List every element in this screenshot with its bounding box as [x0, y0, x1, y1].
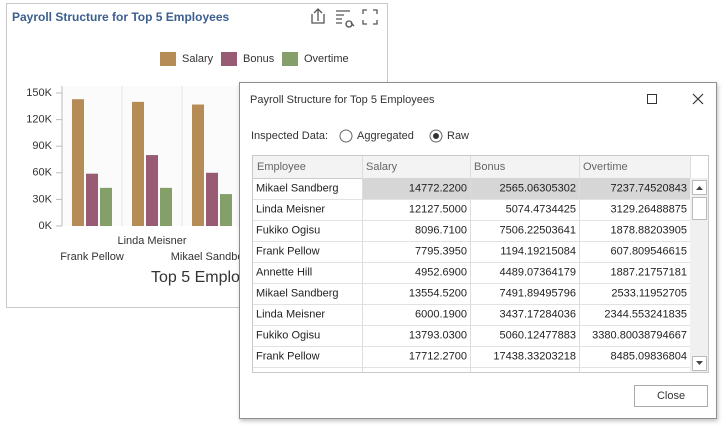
- radio-label[interactable]: Raw: [447, 130, 469, 142]
- cell[interactable]: 13554.5200: [409, 287, 467, 299]
- scroll-thumb[interactable]: [693, 198, 707, 220]
- radio-dot: [433, 133, 439, 139]
- cell[interactable]: 1887.21757181: [611, 266, 687, 278]
- cell[interactable]: Linda Meisner: [256, 308, 325, 320]
- cell[interactable]: 1194.19215084: [500, 245, 576, 257]
- y-tick-label: 30K: [32, 193, 52, 205]
- cell[interactable]: 7795.3950: [415, 245, 467, 257]
- bar: [206, 173, 218, 226]
- y-tick-label: 150K: [26, 87, 52, 99]
- cell[interactable]: 6000.1900: [415, 308, 467, 320]
- cell[interactable]: 607.809546615: [611, 245, 687, 257]
- close-button-label[interactable]: Close: [657, 390, 685, 402]
- cell[interactable]: 7237.74520843: [611, 182, 687, 194]
- cell[interactable]: 3380.80038794667: [592, 329, 687, 341]
- cell[interactable]: 2344.553241835: [604, 308, 687, 320]
- y-tick-label: 0K: [39, 220, 53, 232]
- dialog: Payroll Structure for Top 5 Employees In…: [240, 83, 717, 419]
- inspected-label: Inspected Data:: [251, 130, 328, 142]
- radio-label[interactable]: Aggregated: [357, 130, 414, 142]
- bar: [192, 105, 204, 226]
- cell[interactable]: 7491.89495796: [500, 287, 576, 299]
- legend-label: Salary: [182, 53, 214, 65]
- cell[interactable]: 17712.2700: [409, 350, 467, 362]
- column-header[interactable]: Bonus: [474, 161, 506, 173]
- column-header[interactable]: Employee: [257, 161, 306, 173]
- cell[interactable]: 3129.26488875: [611, 203, 687, 215]
- cell[interactable]: 8485.09836804: [611, 350, 687, 362]
- bar: [100, 188, 112, 226]
- cell[interactable]: Mikael Sandberg: [256, 287, 339, 299]
- legend-swatch: [282, 52, 298, 66]
- cell[interactable]: Fukiko Ogisu: [256, 329, 320, 341]
- y-tick-label: 60K: [32, 167, 52, 179]
- cell[interactable]: Linda Meisner: [256, 203, 325, 215]
- column-header[interactable]: Salary: [366, 161, 398, 173]
- x-tick-label: Linda Meisner: [117, 235, 186, 247]
- cell[interactable]: 17438.33203218: [493, 350, 576, 362]
- cell[interactable]: 2533.11952705: [611, 287, 687, 299]
- cell[interactable]: Fukiko Ogisu: [256, 224, 320, 236]
- radio[interactable]: [340, 130, 352, 142]
- cell[interactable]: 2565.06305302: [500, 182, 576, 194]
- cell[interactable]: 14772.2200: [409, 182, 467, 194]
- dialog-title: Payroll Structure for Top 5 Employees: [250, 94, 435, 106]
- column-header[interactable]: Overtime: [583, 161, 628, 173]
- cell[interactable]: 5060.12477883: [500, 329, 576, 341]
- legend-label: Overtime: [304, 53, 349, 65]
- cell[interactable]: 5074.4734425: [506, 203, 576, 215]
- legend-swatch: [221, 52, 237, 66]
- bar: [220, 194, 232, 226]
- cell[interactable]: 12127.5000: [409, 203, 467, 215]
- x-tick-label: Frank Pellow: [60, 251, 124, 263]
- cell[interactable]: Annette Hill: [256, 266, 312, 278]
- cell[interactable]: Frank Pellow: [256, 350, 320, 362]
- cell[interactable]: 8096.7100: [415, 224, 467, 236]
- legend-label: Bonus: [243, 53, 275, 65]
- cell[interactable]: 4489.07364179: [500, 266, 576, 278]
- cell[interactable]: 1878.88203905: [611, 224, 687, 236]
- cell[interactable]: 13793.0300: [409, 329, 467, 341]
- bar: [86, 174, 98, 226]
- cell[interactable]: Frank Pellow: [256, 245, 320, 257]
- legend-swatch: [160, 52, 176, 66]
- cell[interactable]: 7506.22503641: [500, 224, 576, 236]
- bar: [146, 155, 158, 226]
- cell[interactable]: Mikael Sandberg: [256, 182, 339, 194]
- y-tick-label: 90K: [32, 140, 52, 152]
- panel-title: Payroll Structure for Top 5 Employees: [12, 10, 229, 24]
- cell[interactable]: 3437.17284036: [500, 308, 576, 320]
- cell[interactable]: 4952.6900: [415, 266, 467, 278]
- bar: [72, 99, 84, 226]
- y-tick-label: 120K: [26, 114, 52, 126]
- bar: [160, 188, 172, 226]
- bar: [132, 102, 144, 226]
